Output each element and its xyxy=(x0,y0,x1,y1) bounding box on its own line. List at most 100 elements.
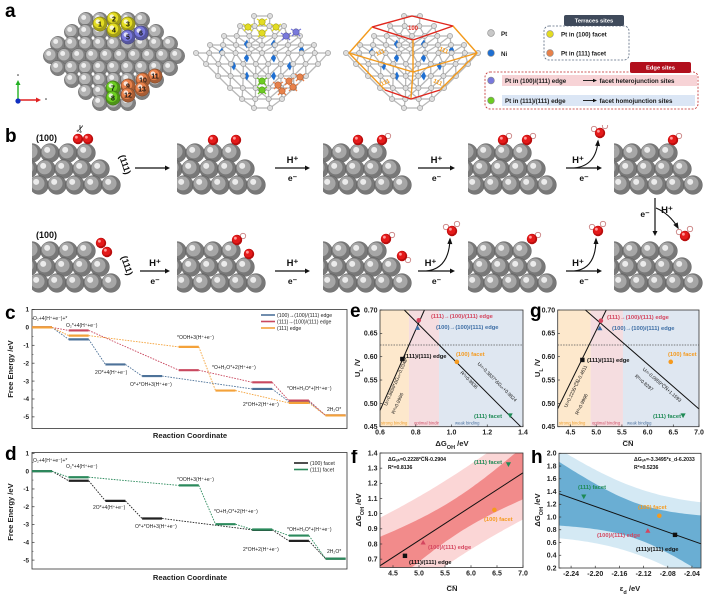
pt-node xyxy=(353,61,359,67)
pt-atom xyxy=(50,60,66,76)
sphere-highlight xyxy=(626,244,633,251)
sphere-highlight xyxy=(203,162,210,169)
x-tick-label: 5.5 xyxy=(617,430,627,437)
facet-100-label: 100 xyxy=(408,26,419,32)
sphere-highlight xyxy=(138,75,144,80)
pt-atom xyxy=(647,273,667,293)
axis-triad-icon xyxy=(15,74,47,104)
water-release-arrow xyxy=(573,237,599,272)
ball-and-stick-model xyxy=(193,13,331,111)
pt-atom xyxy=(217,257,237,277)
pt-atom xyxy=(54,257,74,277)
edge-100-111-label: Pt in (100)/(111) edge xyxy=(505,78,567,85)
axis-label-main: U xyxy=(353,371,362,377)
point-label: (111)/(111) edge xyxy=(409,560,452,566)
pt-atom xyxy=(47,175,67,195)
x-tick-label: 1.4 xyxy=(518,430,528,437)
sphere-highlight xyxy=(109,74,115,80)
intermediate-label: O₂+4(H⁺+e⁻)+* xyxy=(33,316,67,322)
sphere-highlight xyxy=(644,146,651,153)
sphere-highlight xyxy=(516,244,523,251)
oxygen-highlight xyxy=(524,136,527,140)
panel-label-c: c xyxy=(5,303,16,324)
x-tick-label: -2.16 xyxy=(611,571,627,578)
oxygen-shade xyxy=(381,234,390,243)
pt-atom xyxy=(665,175,685,195)
edge-100-111-dot xyxy=(487,76,495,85)
binding-region-label: weak binding xyxy=(455,420,480,425)
adsorbate-h2o xyxy=(590,125,609,139)
surface-slab-row2-2 xyxy=(163,240,266,296)
site-node xyxy=(292,28,300,36)
sphere-highlight xyxy=(189,146,196,153)
site-number: 12 xyxy=(124,93,132,100)
pt-atom xyxy=(331,143,351,163)
sphere-highlight xyxy=(95,97,101,103)
sphere-highlight xyxy=(58,162,65,169)
pt-atom xyxy=(40,143,60,163)
arrow-head xyxy=(593,78,597,83)
data-point xyxy=(672,532,678,538)
facet-111-label: (111) xyxy=(117,154,133,176)
sphere-highlight xyxy=(342,178,349,185)
pt-node xyxy=(233,42,239,48)
adsorbate-oh xyxy=(667,132,683,146)
site-atom-13: 13 xyxy=(134,81,150,97)
edge-111-111-label: Pt in (111)/(111) edge xyxy=(505,98,566,105)
heterojunction-row-bg xyxy=(502,75,697,86)
sphere-highlight xyxy=(53,62,59,68)
sphere-highlight xyxy=(136,28,142,33)
series-1 xyxy=(32,470,346,560)
sphere-highlight xyxy=(232,178,239,185)
intermediate-label: O*+*OH+3(H⁺+e⁻) xyxy=(130,382,172,388)
oxygen-shade xyxy=(83,134,92,143)
pt-atom xyxy=(683,273,703,293)
pt-atom xyxy=(338,273,358,293)
oxygen-highlight xyxy=(233,136,236,140)
sphere-highlight xyxy=(40,260,47,267)
panel-f-chart: f ΔGₒₕ=0.2228*C̅N̅-0.2904R²=0.8136(111) … xyxy=(351,450,528,593)
axis-label-unit: /V xyxy=(533,358,542,368)
pt-atom xyxy=(501,273,521,293)
slab-crop xyxy=(163,240,177,296)
pt-node xyxy=(285,50,292,56)
pt-node xyxy=(221,33,227,39)
surface-slab-row2-3 xyxy=(309,240,412,296)
y-tick-label: -3 xyxy=(23,522,29,529)
pt-atom xyxy=(64,72,80,88)
pt-atom xyxy=(106,36,122,52)
sphere-highlight xyxy=(81,14,87,20)
binding-region xyxy=(408,310,439,427)
panel-b: b (100) (111) (100) (111) ✂ H⁺e⁻H⁺e⁻H⁺e⁻… xyxy=(5,125,703,296)
pt-node xyxy=(272,42,278,48)
pt-node xyxy=(219,50,226,56)
y-tick-label: 0.65 xyxy=(542,331,556,338)
sphere-highlight xyxy=(109,38,115,44)
pt-node xyxy=(390,73,397,79)
surface-slab-row1-3 xyxy=(309,142,412,198)
panel-d-chart: d Free Energy /eV Reaction Coordinate U … xyxy=(5,445,348,582)
sphere-highlight xyxy=(225,244,232,251)
sphere-highlight xyxy=(87,276,94,283)
y-tick-label: 1 xyxy=(25,451,29,458)
sphere-highlight xyxy=(81,86,87,92)
intermediate-label: *O+H₂O*+2(H⁺+e⁻) xyxy=(214,509,258,515)
pt-atom xyxy=(345,159,365,179)
oxygen-shade xyxy=(377,135,386,144)
oxygen-highlight xyxy=(595,227,598,231)
sphere-highlight xyxy=(250,276,257,283)
facet-111-site xyxy=(276,87,288,96)
facet-111-label: 111 xyxy=(438,46,450,56)
sphere-highlight xyxy=(225,146,232,153)
pt-atom xyxy=(181,159,201,179)
pt-atom xyxy=(494,143,514,163)
site-node xyxy=(289,83,297,91)
pt-atom xyxy=(235,159,255,179)
pt-atom xyxy=(537,175,557,195)
oxygen-shade xyxy=(447,226,456,235)
pt-node xyxy=(246,33,253,39)
pt-node xyxy=(440,73,447,79)
transition-arrow: e⁻ H⁺ xyxy=(640,198,679,236)
sphere-highlight xyxy=(130,50,136,56)
x-tick-label: 6.0 xyxy=(466,571,476,578)
